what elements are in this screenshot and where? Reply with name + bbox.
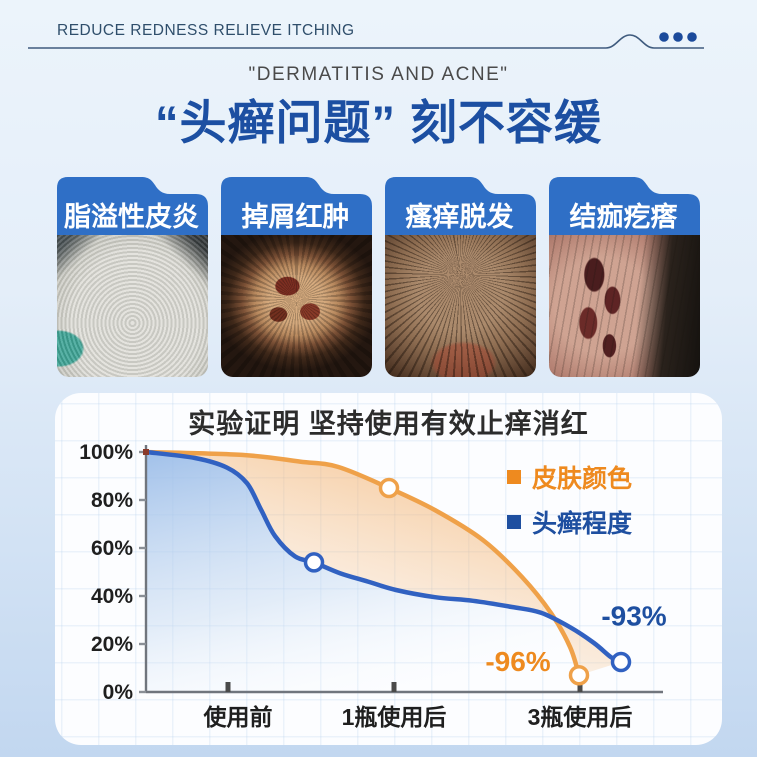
legend-item-skin-color: 皮肤颜色 xyxy=(507,459,632,495)
scalp-photo xyxy=(549,235,700,377)
folder-tab-shape xyxy=(57,177,208,235)
card-tab: 脂溢性皮炎 xyxy=(57,177,208,235)
scalp-photo xyxy=(57,235,208,377)
divider-line xyxy=(28,34,704,49)
ellipsis-dot-icon xyxy=(687,32,697,42)
svg-text:80%: 80% xyxy=(91,489,133,512)
svg-text:使用前: 使用前 xyxy=(203,704,273,730)
legend-label: 皮肤颜色 xyxy=(532,465,633,493)
card-label: 掉屑红肿 xyxy=(241,201,350,232)
svg-text:100%: 100% xyxy=(79,441,133,464)
svg-text:3瓶使用后: 3瓶使用后 xyxy=(528,704,633,730)
svg-text:-96%: -96% xyxy=(485,646,550,677)
symptom-card: 结痂疙瘩 xyxy=(549,177,700,377)
top-tagline: REDUCE REDNESS RELIEVE ITCHING xyxy=(57,22,355,39)
chart-legend: 皮肤颜色 头癣程度 xyxy=(507,459,632,540)
chart-panel: 实验证明 坚持使用有效止痒消红 100% 80% 60% 40% 20% 0% 使用前 1瓶使… xyxy=(55,393,722,745)
card-label: 脂溢性皮炎 xyxy=(64,201,199,232)
card-label: 瘙痒脱发 xyxy=(405,201,514,232)
card-label: 结痂疙瘩 xyxy=(569,201,678,232)
symptom-cards: 脂溢性皮炎 掉屑红肿 瘙痒脱发 结痂疙瘩 xyxy=(57,177,701,377)
ellipsis-dot-icon xyxy=(673,32,683,42)
symptom-card: 脂溢性皮炎 xyxy=(57,177,208,377)
svg-text:-93%: -93% xyxy=(601,600,666,631)
svg-text:1瓶使用后: 1瓶使用后 xyxy=(342,704,447,730)
card-tab: 结痂疙瘩 xyxy=(549,177,700,235)
ellipsis-dot-icon xyxy=(659,32,669,42)
card-tab: 掉屑红肿 xyxy=(221,177,372,235)
folder-tab-shape xyxy=(549,177,700,235)
subtitle-en: "DERMATITIS AND ACNE" xyxy=(248,64,509,85)
main-title: “头癣问题” 刻不容缓 xyxy=(154,96,603,149)
legend-label: 头癣程度 xyxy=(532,510,633,538)
chart-title: 实验证明 坚持使用有效止痒消红 xyxy=(188,409,589,439)
legend-swatch-icon xyxy=(507,470,521,484)
symptom-card: 掉屑红肿 xyxy=(221,177,372,377)
folder-tab-shape xyxy=(221,177,372,235)
svg-text:20%: 20% xyxy=(91,633,133,656)
svg-text:60%: 60% xyxy=(91,537,133,560)
line-chart: 100% 80% 60% 40% 20% 0% 使用前 1瓶使用后 3瓶使用后 -96% -93% xyxy=(79,441,667,730)
legend-item-scalp-degree: 头癣程度 xyxy=(507,504,632,540)
symptom-card: 瘙痒脱发 xyxy=(385,177,536,377)
wave-divider xyxy=(28,32,704,49)
card-tab: 瘙痒脱发 xyxy=(385,177,536,235)
folder-tab-shape xyxy=(385,177,536,235)
legend-swatch-icon xyxy=(507,515,521,529)
svg-text:0%: 0% xyxy=(103,681,134,704)
scalp-photo xyxy=(385,235,536,377)
svg-text:40%: 40% xyxy=(91,585,133,608)
scalp-photo xyxy=(221,235,372,377)
